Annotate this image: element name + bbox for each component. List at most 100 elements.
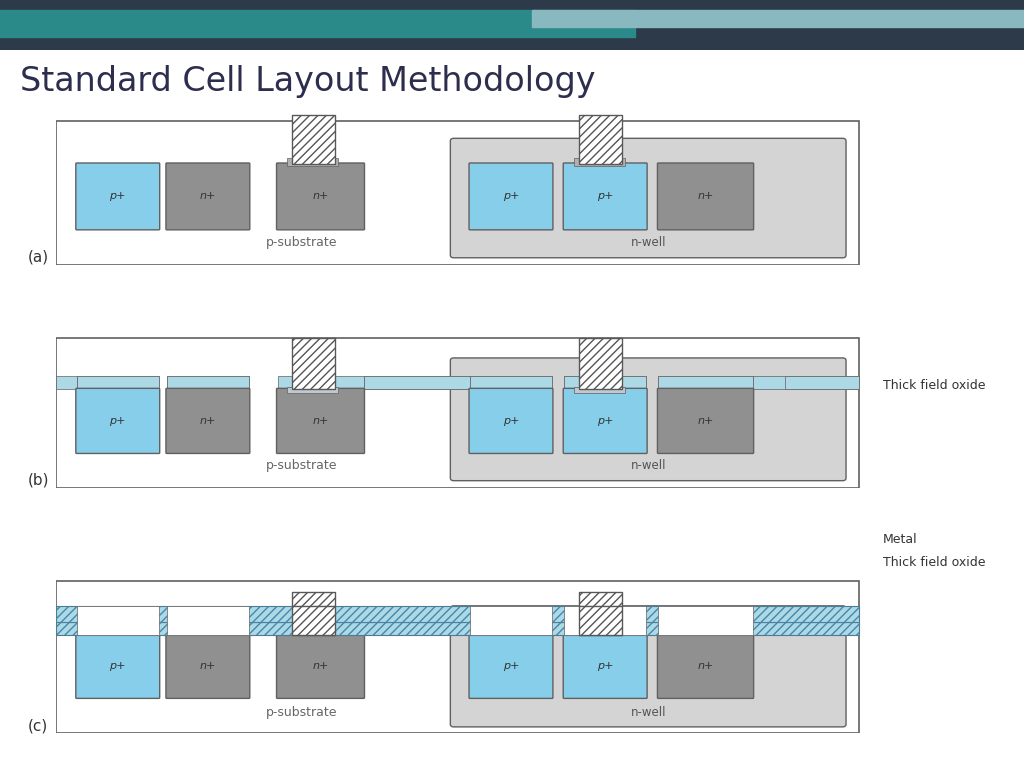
Bar xyxy=(292,592,335,635)
Bar xyxy=(574,158,625,166)
FancyBboxPatch shape xyxy=(276,389,365,453)
Bar xyxy=(167,376,249,389)
Bar xyxy=(292,115,335,164)
Text: p+: p+ xyxy=(597,661,613,671)
FancyBboxPatch shape xyxy=(563,389,647,453)
Bar xyxy=(56,622,859,635)
Bar xyxy=(470,376,552,389)
Bar xyxy=(785,376,859,389)
Bar xyxy=(579,607,622,635)
Bar xyxy=(56,121,859,265)
Bar xyxy=(658,607,753,635)
Bar xyxy=(579,607,622,635)
Bar xyxy=(278,376,364,389)
Text: Thick field oxide: Thick field oxide xyxy=(883,379,985,392)
Text: n+: n+ xyxy=(312,416,329,426)
Text: p-substrate: p-substrate xyxy=(266,706,338,719)
Bar xyxy=(574,386,625,393)
Text: n+: n+ xyxy=(200,416,216,426)
FancyBboxPatch shape xyxy=(469,389,553,453)
Bar xyxy=(56,338,859,488)
Bar xyxy=(579,338,622,389)
Bar xyxy=(753,376,859,389)
Text: (c): (c) xyxy=(28,718,48,733)
Bar xyxy=(364,376,470,389)
FancyBboxPatch shape xyxy=(166,389,250,453)
Text: n+: n+ xyxy=(697,191,714,201)
Bar xyxy=(658,376,753,389)
Text: n+: n+ xyxy=(312,661,329,671)
Bar xyxy=(0,10,635,38)
Text: p+: p+ xyxy=(597,191,613,201)
Bar xyxy=(56,581,859,733)
Text: (a): (a) xyxy=(28,250,49,265)
Bar xyxy=(579,592,622,635)
Bar xyxy=(292,592,335,635)
FancyBboxPatch shape xyxy=(451,358,846,481)
Text: n-well: n-well xyxy=(631,706,666,719)
Text: Standard Cell Layout Methodology: Standard Cell Layout Methodology xyxy=(20,65,596,98)
Text: p+: p+ xyxy=(110,661,126,671)
Text: Metal: Metal xyxy=(883,533,918,545)
Text: (b): (b) xyxy=(28,472,49,488)
FancyBboxPatch shape xyxy=(469,634,553,698)
FancyBboxPatch shape xyxy=(657,389,754,453)
Bar xyxy=(564,376,646,389)
FancyBboxPatch shape xyxy=(451,606,846,727)
FancyBboxPatch shape xyxy=(76,634,160,698)
Bar xyxy=(56,607,859,622)
FancyBboxPatch shape xyxy=(166,163,250,230)
Bar xyxy=(532,10,1024,28)
FancyBboxPatch shape xyxy=(451,138,846,258)
Bar xyxy=(364,376,470,389)
Bar xyxy=(292,607,335,635)
Text: Thick field oxide: Thick field oxide xyxy=(883,556,985,568)
Bar xyxy=(658,376,753,389)
Bar xyxy=(288,386,338,393)
Bar xyxy=(470,607,552,635)
Text: p+: p+ xyxy=(110,191,126,201)
Text: n+: n+ xyxy=(312,191,329,201)
Text: n-well: n-well xyxy=(631,236,666,249)
Bar xyxy=(564,376,646,389)
Bar xyxy=(292,338,335,389)
Text: n+: n+ xyxy=(697,661,714,671)
Text: p+: p+ xyxy=(110,416,126,426)
FancyBboxPatch shape xyxy=(276,163,365,230)
Text: p+: p+ xyxy=(597,416,613,426)
FancyBboxPatch shape xyxy=(166,634,250,698)
Bar xyxy=(579,607,622,635)
Bar xyxy=(579,115,622,164)
Bar xyxy=(77,607,159,635)
FancyBboxPatch shape xyxy=(657,163,754,230)
Text: p-substrate: p-substrate xyxy=(266,459,338,472)
FancyBboxPatch shape xyxy=(76,389,160,453)
Bar xyxy=(167,607,249,635)
Bar xyxy=(564,607,646,635)
Bar xyxy=(579,115,622,164)
Bar xyxy=(292,607,335,635)
FancyBboxPatch shape xyxy=(469,163,553,230)
Text: p+: p+ xyxy=(503,416,519,426)
Bar xyxy=(579,592,622,635)
FancyBboxPatch shape xyxy=(563,634,647,698)
Bar xyxy=(77,376,159,389)
FancyBboxPatch shape xyxy=(276,634,365,698)
Text: p-substrate: p-substrate xyxy=(266,236,338,249)
Text: p+: p+ xyxy=(503,661,519,671)
Text: n+: n+ xyxy=(697,416,714,426)
FancyBboxPatch shape xyxy=(76,163,160,230)
Bar xyxy=(292,338,335,389)
Text: n+: n+ xyxy=(200,661,216,671)
Bar xyxy=(292,607,335,635)
FancyBboxPatch shape xyxy=(563,163,647,230)
Bar xyxy=(167,376,249,389)
Bar xyxy=(288,158,338,166)
Bar xyxy=(579,338,622,389)
Bar xyxy=(470,376,552,389)
Bar xyxy=(77,376,159,389)
Bar xyxy=(56,607,859,622)
Text: n-well: n-well xyxy=(631,458,666,472)
Bar xyxy=(56,622,859,635)
Text: p+: p+ xyxy=(503,191,519,201)
